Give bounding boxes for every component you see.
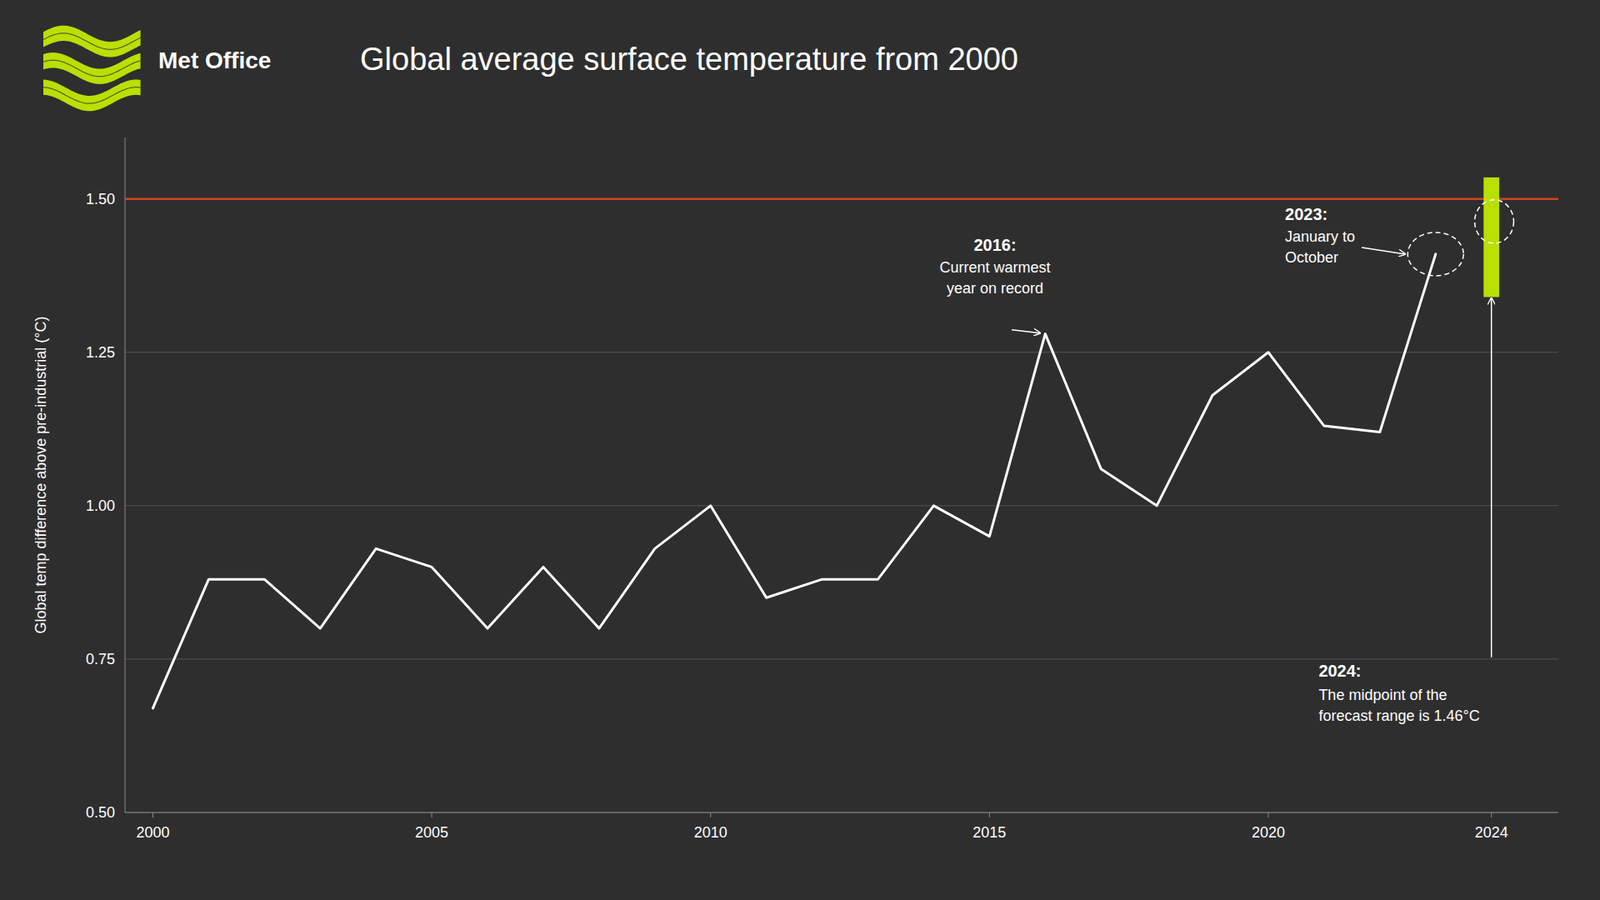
x-tick-label: 2020 bbox=[1251, 824, 1285, 841]
grid-line bbox=[125, 812, 1559, 814]
logo-wave-line bbox=[43, 87, 141, 104]
annotation-label: 2023: bbox=[1285, 205, 1328, 224]
background bbox=[0, 0, 1600, 900]
x-tick bbox=[431, 812, 433, 818]
threshold-line bbox=[125, 197, 1559, 200]
y-tick-label: 0.50 bbox=[85, 804, 115, 821]
logo-wave bbox=[43, 52, 141, 85]
x-axis-line bbox=[125, 812, 1559, 814]
x-ticks: 2000 2005 2010 2015 2020 2024 bbox=[135, 812, 1508, 841]
logo-wave-line bbox=[43, 33, 141, 50]
chart: Met Office Global average surface tempera… bbox=[0, 0, 1600, 900]
annotation-arrow bbox=[1011, 330, 1040, 334]
x-tick-label: 2015 bbox=[972, 824, 1006, 841]
y-axis-line bbox=[125, 137, 126, 813]
highlight-ellipse bbox=[1407, 232, 1464, 276]
x-tick bbox=[989, 812, 990, 818]
annotation-text: January toOctober bbox=[1285, 228, 1355, 266]
logo-wave bbox=[43, 80, 141, 112]
x-tick bbox=[710, 812, 711, 818]
grid-line bbox=[125, 505, 1559, 506]
logo bbox=[43, 25, 141, 112]
forecast-arrow bbox=[1490, 297, 1493, 657]
plot-area bbox=[125, 177, 1559, 709]
highlight-ellipse bbox=[1475, 200, 1515, 244]
title: Global average surface temperature from … bbox=[360, 41, 1019, 77]
y-tick-label: 1.00 bbox=[85, 497, 115, 515]
x-tick-label: 2024 bbox=[1475, 824, 1509, 841]
y-ticks: 0.50 0.75 1.00 1.25 1.50 bbox=[85, 190, 115, 821]
grid bbox=[125, 199, 1559, 813]
annotations: 2016: Current warmestyear on record 2023: J… bbox=[940, 200, 1515, 725]
forecast-range-bar bbox=[1483, 177, 1500, 298]
x-tick-label: 2005 bbox=[415, 824, 449, 841]
annotation-label: 2024: bbox=[1318, 661, 1361, 680]
x-tick-label: 2010 bbox=[694, 824, 728, 841]
y-tick-label: 1.25 bbox=[85, 344, 115, 361]
annotation-label: 2016: bbox=[973, 235, 1016, 255]
logo-wave bbox=[43, 25, 141, 58]
annotation-text: The midpoint of theforecast range is 1.4… bbox=[1318, 686, 1480, 725]
x-tick bbox=[1490, 812, 1492, 818]
annotation-text: Current warmestyear on record bbox=[940, 259, 1051, 297]
y-tick-label: 0.75 bbox=[85, 650, 115, 668]
logo-wave-line bbox=[43, 60, 141, 76]
annotation-arrow bbox=[1361, 247, 1405, 255]
y-axis-label: Global temp difference above pre-industr… bbox=[32, 315, 50, 634]
grid-line bbox=[125, 658, 1559, 660]
x-tick-label: 2000 bbox=[135, 824, 170, 841]
y-tick-label: 1.50 bbox=[85, 190, 115, 208]
temperature-line bbox=[152, 254, 1435, 709]
x-tick bbox=[152, 812, 154, 818]
logo-text: Met Office bbox=[158, 47, 271, 74]
grid-line bbox=[125, 198, 1559, 200]
x-tick bbox=[1267, 812, 1269, 818]
grid-line bbox=[125, 351, 1559, 353]
